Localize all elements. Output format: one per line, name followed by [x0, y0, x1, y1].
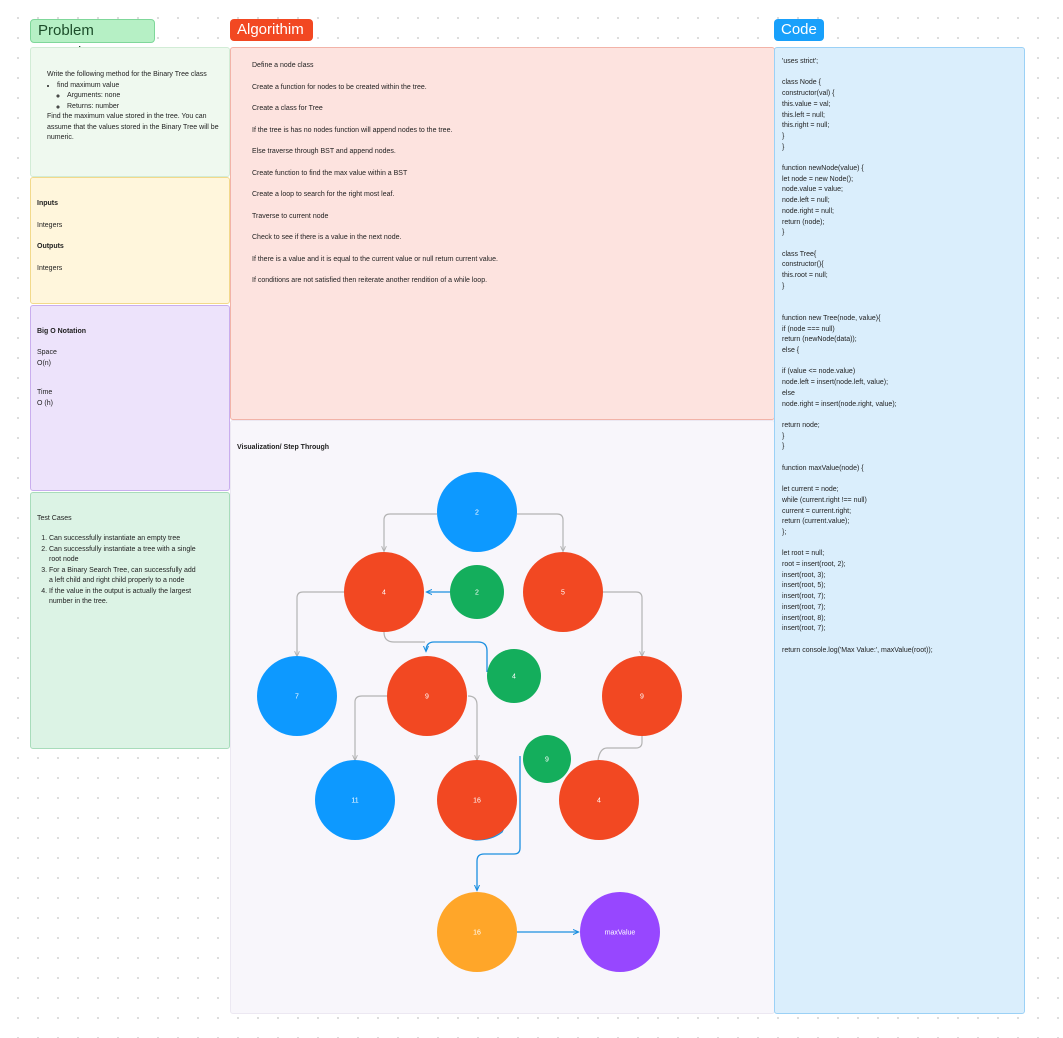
problem-intro: Write the following method for the Binar… [47, 71, 207, 78]
edge-2-5 [517, 513, 563, 551]
space-value: O(n) [37, 360, 51, 367]
tree-node: 9 [387, 656, 467, 736]
annot-arrow-4-to-9 [426, 641, 488, 672]
tree-node: 2 [450, 565, 504, 619]
algorithm-step: Define a node class [252, 62, 314, 69]
svg-text:9: 9 [425, 694, 429, 701]
svg-text:2: 2 [475, 590, 479, 597]
algorithm-step: If conditions are not satisfied then rei… [252, 277, 488, 284]
svg-text:5: 5 [561, 590, 565, 597]
algorithm-step: Check to see if there is a value in the … [252, 234, 402, 241]
algorithm-panel[interactable]: Define a node class Create a function fo… [230, 47, 775, 420]
test-item: For a Binary Search Tree, can successful… [49, 566, 197, 587]
algorithm-step: Else traverse through BST and append nod… [252, 148, 396, 155]
inputs-label: Inputs [37, 200, 58, 207]
edge-9-11 [355, 695, 388, 760]
algorithm-step: Create a loop to search for the right mo… [252, 191, 395, 198]
tree-node: 4 [559, 760, 639, 840]
svg-text:9: 9 [545, 757, 549, 764]
svg-text:4: 4 [512, 674, 516, 681]
tree-node: 11 [315, 760, 395, 840]
svg-text:4: 4 [597, 798, 601, 805]
algorithm-tag: Algorithim [230, 19, 313, 41]
tree-node: 16 [437, 760, 517, 840]
svg-text:maxValue: maxValue [605, 930, 636, 937]
max-value-node: maxValue [580, 892, 660, 972]
result-node: 16 [437, 892, 517, 972]
svg-text:7: 7 [295, 694, 299, 701]
bigo-panel[interactable]: Big O Notation Space O(n) Time O (h) [30, 305, 230, 491]
test-item: If the value in the output is actually t… [49, 587, 197, 608]
svg-text:2: 2 [475, 510, 479, 517]
inputs-value: Integers [37, 222, 63, 229]
problem-domain-tag: Problem Domain [30, 19, 155, 61]
edge-9-16 [467, 695, 477, 760]
code-panel[interactable]: 'uses strict'; class Node { constructor(… [774, 47, 1025, 1014]
test-item: Can successfully instantiate a tree with… [49, 545, 197, 566]
code-block: 'uses strict'; class Node { constructor(… [782, 58, 933, 654]
svg-text:4: 4 [382, 590, 386, 597]
problem-method: find maximum value Arguments: none Retur… [57, 81, 219, 113]
svg-text:11: 11 [351, 798, 358, 805]
code-tag: Code [774, 19, 824, 41]
io-panel[interactable]: Inputs Integers Outputs Integers [30, 177, 230, 304]
space-label: Space [37, 349, 57, 356]
problem-description: Find the maximum value stored in the tre… [47, 113, 219, 141]
tests-title: Test Cases [37, 515, 72, 522]
edge-9-4 [597, 736, 643, 761]
tree-node: 9 [602, 656, 682, 736]
algorithm-step: If the tree is has no nodes function wil… [252, 126, 453, 134]
tree-node: 4 [487, 649, 541, 703]
problem-arguments: Arguments: none [67, 91, 219, 102]
time-value: O (h) [37, 400, 53, 407]
tree-diagram: Visualization/ Step Through 2 4 2 5 [237, 444, 682, 972]
algorithm-step: Create function to find the max value wi… [252, 169, 408, 177]
tree-node: 9 [523, 735, 571, 783]
tree-node: 7 [257, 656, 337, 736]
svg-text:16: 16 [473, 930, 481, 937]
test-item: Can successfully instantiate an empty tr… [49, 534, 197, 545]
algorithm-step: Traverse to current node [252, 212, 329, 220]
test-list: Can successfully instantiate an empty tr… [37, 534, 197, 608]
visualization-title: Visualization/ Step Through [237, 444, 329, 451]
edge-4-9 [383, 631, 425, 643]
algorithm-step: Create a class for Tree [252, 105, 323, 112]
tests-panel[interactable]: Test Cases Can successfully instantiate … [30, 492, 230, 749]
time-label: Time [37, 389, 53, 396]
algorithm-step: If there is a value and it is equal to t… [252, 255, 498, 263]
svg-text:9: 9 [640, 694, 644, 701]
tree-node: 5 [523, 552, 603, 632]
problem-returns: Returns: number [67, 102, 219, 113]
edge-4-7 [297, 591, 345, 656]
edge-5-9 [603, 591, 642, 656]
bigo-title: Big O Notation [37, 328, 86, 335]
svg-text:16: 16 [473, 798, 481, 805]
outputs-label: Outputs [37, 243, 64, 250]
edge-2-4 [384, 513, 437, 551]
outputs-value: Integers [37, 265, 63, 272]
tree-node: 2 [437, 472, 517, 552]
tree-node: 4 [344, 552, 424, 632]
annot-arrow-16-down [477, 756, 521, 890]
algorithm-step: Create a function for nodes to be create… [252, 83, 427, 91]
problem-panel[interactable]: Write the following method for the Binar… [30, 47, 230, 177]
